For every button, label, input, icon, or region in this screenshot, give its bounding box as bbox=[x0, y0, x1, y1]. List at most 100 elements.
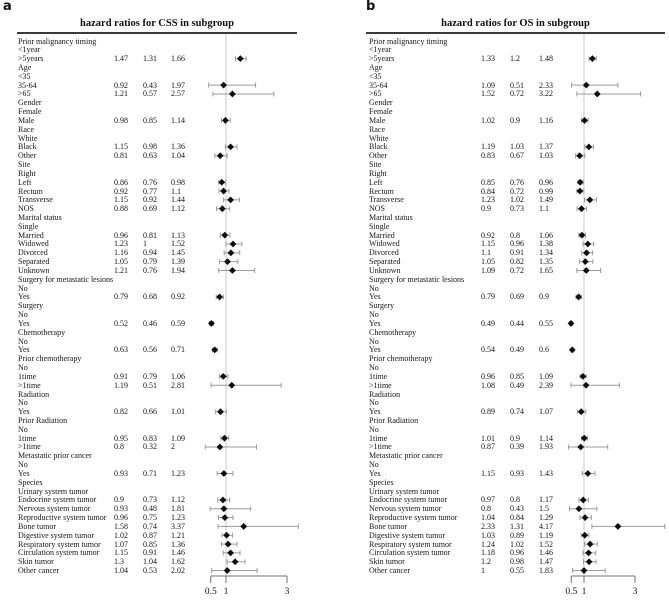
hr-value: 1.16 bbox=[114, 248, 128, 258]
hr-value: 0.88 bbox=[114, 204, 128, 214]
subgroup-label: Site bbox=[18, 160, 31, 170]
hr-value: 0.91 bbox=[114, 371, 128, 381]
x-tick-label: 0.5 bbox=[565, 587, 577, 597]
hr-point-marker bbox=[585, 549, 592, 557]
hr-value: 0.95 bbox=[114, 433, 128, 443]
ci-lower-value: 0.66 bbox=[143, 407, 157, 417]
hr-point-marker bbox=[224, 540, 232, 548]
ci-lower-value: 0.94 bbox=[143, 248, 157, 258]
subgroup-label: Black bbox=[369, 142, 388, 152]
subgroup-label: Right bbox=[369, 168, 387, 178]
subgroup-label: 35-64 bbox=[369, 80, 388, 90]
hr-point-marker bbox=[585, 143, 593, 151]
ci-upper-value: 2.81 bbox=[171, 380, 185, 390]
hr-point-marker bbox=[221, 231, 229, 239]
hr-point-marker bbox=[582, 381, 590, 389]
hr-point-marker bbox=[578, 205, 585, 213]
ci-lower-value: 1.02 bbox=[510, 539, 524, 549]
ci-lower-value: 0.71 bbox=[143, 468, 157, 478]
hr-value: 1.19 bbox=[481, 142, 495, 152]
ci-lower-value: 0.81 bbox=[143, 230, 157, 240]
ci-upper-value: 1.43 bbox=[539, 468, 553, 478]
subgroup-label: No bbox=[18, 283, 28, 293]
subgroup-label: Circulation system tumor bbox=[369, 548, 451, 558]
hr-value: 0.52 bbox=[114, 318, 128, 328]
ci-lower-value: 0.73 bbox=[510, 204, 524, 214]
subgroup-label: Endocrine system tumor bbox=[18, 495, 97, 505]
x-tick-label: 3 bbox=[285, 587, 290, 597]
hr-point-marker bbox=[582, 81, 590, 89]
ci-upper-value: 1.19 bbox=[539, 530, 553, 540]
ci-upper-value: 1.16 bbox=[539, 115, 553, 125]
subgroup-label: 1time bbox=[369, 433, 388, 443]
ci-upper-value: 1.17 bbox=[539, 495, 553, 505]
hr-point-marker bbox=[581, 531, 589, 539]
ci-upper-value: 1.04 bbox=[171, 151, 185, 161]
hr-value: 1.58 bbox=[114, 521, 128, 531]
ci-upper-value: 1.65 bbox=[539, 265, 553, 275]
subgroup-label: Skin tumor bbox=[18, 557, 54, 567]
hr-point-marker bbox=[580, 434, 588, 442]
ci-lower-value: 0.72 bbox=[510, 265, 524, 275]
ci-lower-value: 1.2 bbox=[510, 54, 520, 64]
subgroup-label: White bbox=[369, 133, 389, 143]
hr-point-marker bbox=[576, 152, 584, 160]
ci-upper-value: 1.46 bbox=[171, 548, 185, 558]
hr-point-marker bbox=[577, 443, 585, 451]
ci-lower-value: 1.02 bbox=[510, 195, 524, 205]
ci-lower-value: 0.79 bbox=[143, 371, 157, 381]
panel-a-title: hazard ratios for CSS in subgroup bbox=[80, 18, 234, 29]
ci-upper-value: 1.37 bbox=[539, 142, 553, 152]
subgroup-label: >1time bbox=[369, 380, 392, 390]
subgroup-label: Marital status bbox=[18, 213, 62, 223]
subgroup-label: Chemotherapy bbox=[369, 327, 417, 337]
ci-upper-value: 1.01 bbox=[171, 407, 185, 417]
ci-lower-value: 1.04 bbox=[143, 557, 157, 567]
ci-upper-value: 2.57 bbox=[171, 89, 185, 99]
hr-value: 0.87 bbox=[481, 442, 495, 452]
hr-value: 0.85 bbox=[481, 177, 495, 187]
ci-upper-value: 0.59 bbox=[171, 318, 185, 328]
ci-upper-value: 1.03 bbox=[539, 151, 553, 161]
hr-value: 1.05 bbox=[114, 257, 128, 267]
hr-point-marker bbox=[577, 408, 585, 416]
ci-lower-value: 0.96 bbox=[510, 548, 524, 558]
subgroup-label: No bbox=[18, 460, 28, 470]
hr-point-marker bbox=[217, 408, 224, 416]
hr-point-marker bbox=[220, 470, 228, 477]
hr-point-marker bbox=[216, 443, 224, 451]
subgroup-label: No bbox=[369, 283, 379, 293]
ci-lower-value: 0.91 bbox=[510, 248, 524, 258]
ci-lower-value: 0.79 bbox=[143, 257, 157, 267]
hr-value: 1.52 bbox=[481, 89, 495, 99]
hr-value: 1.04 bbox=[481, 513, 495, 523]
subgroup-label: Other bbox=[18, 151, 37, 161]
subgroup-label: No bbox=[369, 310, 379, 320]
subgroup-label: White bbox=[18, 133, 38, 143]
ci-upper-value: 2.39 bbox=[539, 380, 553, 390]
ci-upper-value: 0.6 bbox=[539, 345, 549, 355]
ci-lower-value: 0.84 bbox=[510, 513, 524, 523]
hr-value: 1.2 bbox=[481, 557, 491, 567]
hr-value: 1.05 bbox=[481, 257, 495, 267]
panel-b-header-rule bbox=[366, 32, 665, 34]
hr-value: 1.09 bbox=[481, 80, 495, 90]
ci-upper-value: 1.09 bbox=[539, 371, 553, 381]
panel-b-letter: b bbox=[366, 0, 376, 14]
subgroup-label: No bbox=[18, 424, 28, 434]
ci-lower-value: 0.44 bbox=[510, 318, 524, 328]
hr-value: 0.96 bbox=[114, 513, 128, 523]
hr-point-marker bbox=[207, 320, 215, 327]
ci-lower-value: 0.89 bbox=[510, 530, 524, 540]
hr-value: 1.15 bbox=[481, 468, 495, 478]
hr-value: 0.84 bbox=[481, 186, 495, 196]
subgroup-label: <35 bbox=[369, 71, 382, 81]
hr-value: 1.07 bbox=[114, 539, 128, 549]
ci-upper-value: 3.37 bbox=[171, 521, 185, 531]
hr-point-marker bbox=[586, 540, 594, 548]
subgroup-label: No bbox=[369, 336, 379, 346]
ci-upper-value: 1.1 bbox=[539, 204, 549, 214]
hr-point-marker bbox=[218, 178, 226, 186]
hr-value: 1.15 bbox=[114, 142, 128, 152]
ci-lower-value: 0.51 bbox=[143, 380, 157, 390]
